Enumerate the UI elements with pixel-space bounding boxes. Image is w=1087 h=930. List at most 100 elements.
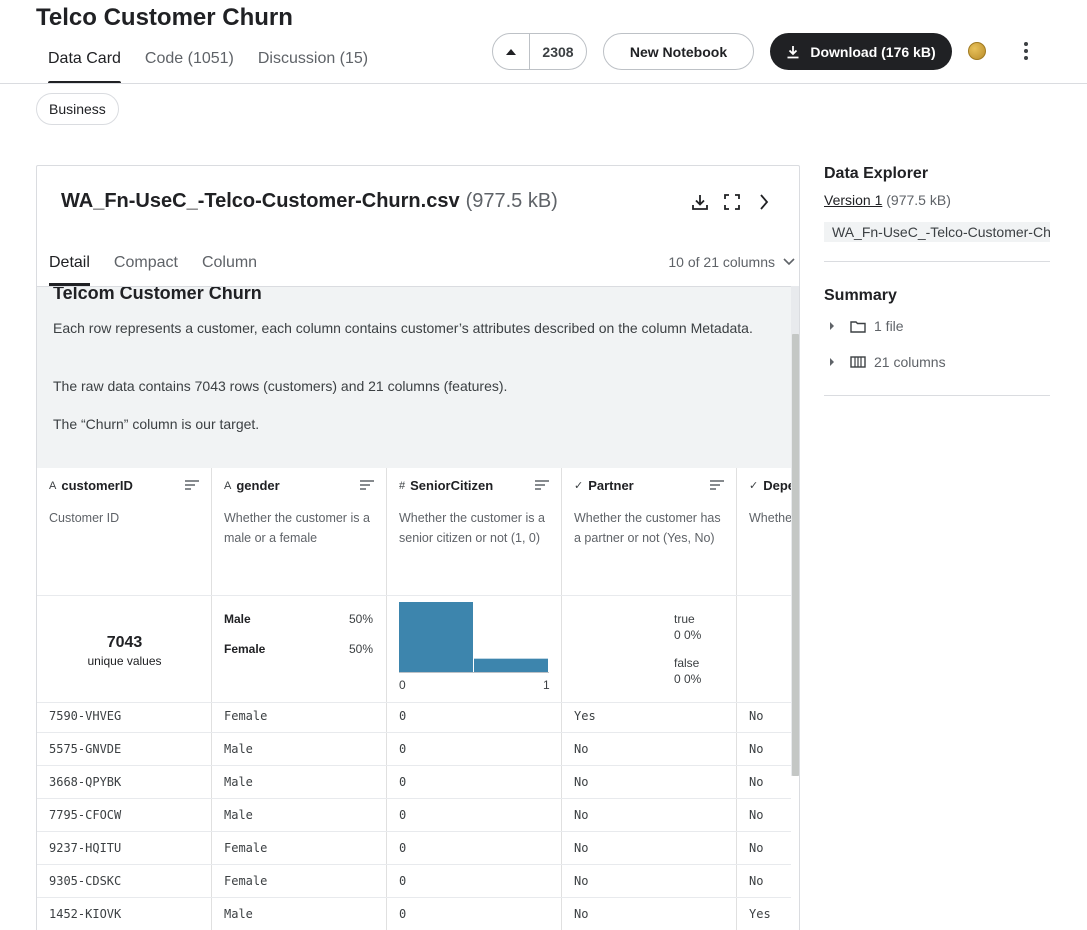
card-actions [691,192,773,212]
false-value: 0 0% [674,672,702,686]
column-dependents: ✓ Depe Whethe has dep (Yes, N [737,468,791,930]
column-description: Customer ID [49,511,120,525]
tag-chip[interactable]: Business [36,93,119,125]
column-name: Partner [588,478,634,493]
boolean-type-icon: ✓ [574,480,584,492]
sort-icon[interactable] [185,480,199,490]
string-type-icon: A [224,479,232,492]
column-description: Whether the customer is a male or a fema… [224,511,370,545]
data-explorer: Data Explorer Version 1 (977.5 kB) WA_Fn… [824,165,1050,396]
more-options-icon[interactable] [1016,40,1036,62]
version-info: Version 1 (977.5 kB) [824,192,1050,208]
category-percent: 50% [349,642,374,656]
header-divider [0,83,1087,84]
vote-count: 2308 [542,43,574,60]
sort-icon[interactable] [535,480,549,490]
download-file-icon[interactable] [691,192,709,212]
version-size: (977.5 kB) [886,192,951,208]
file-description: Telcom Customer Churn Each row represent… [37,286,791,468]
summary-item-columns[interactable]: 21 columns [824,349,1050,375]
histogram-max-label: 1 [543,678,550,692]
fullscreen-icon[interactable] [723,192,741,212]
column-header[interactable]: ✓ Depe [749,478,791,493]
table-cell: 0 [399,775,407,789]
scrollbar-thumb[interactable] [792,334,799,776]
table-cell: 0 [399,841,407,855]
boolean-type-icon: ✓ [749,480,759,492]
table-cell: No [574,907,589,921]
table-cell: No [574,742,589,756]
column-header[interactable]: A customerID [49,478,199,493]
column-seniorcitizen: # SeniorCitizen Whether the customer is … [387,468,562,930]
description-paragraph: The “Churn” column is our target. [53,416,260,432]
tab-data-card[interactable]: Data Card [36,40,133,84]
description-paragraph: Each row represents a customer, each col… [53,320,753,336]
file-title: WA_Fn-UseC_-Telco-Customer-Churn.csv (977… [61,190,558,213]
caret-right-icon [830,358,834,366]
version-link[interactable]: Version 1 [824,192,883,208]
row-divider [37,765,791,766]
table-cell: Male [224,775,253,789]
tab-compact[interactable]: Compact [113,254,178,271]
category-label: Female [224,642,266,656]
string-type-icon: A [49,479,57,492]
chevron-right-icon[interactable] [755,192,773,212]
summary-item-files[interactable]: 1 file [824,313,1050,339]
table-cell: Male [224,808,253,822]
table-cell: 0 [399,874,407,888]
tab-discussion[interactable]: Discussion (15) [257,50,369,67]
main-tabs: Data Card Code (1051) Discussion (15) [36,40,380,84]
table-cell: No [749,841,764,855]
upvote-button[interactable] [493,34,530,69]
arrow-up-icon [506,48,516,55]
row-divider [37,595,791,596]
summary-title: Summary [824,287,897,304]
tab-code[interactable]: Code (1051) [144,50,234,67]
table-cell: 3668-QPYBK [49,775,122,789]
column-name: Depe [763,478,791,493]
table-cell: No [574,775,589,789]
table-cell: No [749,874,764,888]
table-cell: Female [224,709,268,723]
explorer-file-name: WA_Fn-UseC_-Telco-Customer-Churn.csv [832,224,1050,240]
summary-item-label: 1 file [874,318,904,334]
table-cell: 0 [399,709,407,723]
tab-column[interactable]: Column [201,254,258,271]
table-cell: No [749,808,764,822]
row-divider [37,732,791,733]
view-tabs: Detail Compact Column [37,246,269,286]
file-name: WA_Fn-UseC_-Telco-Customer-Churn.csv [61,190,460,212]
columns-icon [850,356,866,368]
column-name: gender [236,478,280,493]
explorer-file-item[interactable]: WA_Fn-UseC_-Telco-Customer-Churn.csv [824,222,1050,242]
false-label: false [674,656,700,670]
histogram-bar[interactable] [399,602,473,672]
column-selector[interactable]: 10 of 21 columns [668,254,795,270]
category-label: Male [224,612,251,626]
tab-detail[interactable]: Detail [37,246,102,286]
description-paragraph: The raw data contains 7043 rows (custome… [53,378,508,394]
column-header[interactable]: # SeniorCitizen [399,478,549,493]
sort-icon[interactable] [360,480,374,490]
table-cell: 5575-GNVDE [49,742,122,756]
new-notebook-button[interactable]: New Notebook [603,33,754,70]
explorer-divider [824,261,1050,262]
column-description: Whethe has dep (Yes, N [749,511,791,525]
table-cell: Female [224,841,268,855]
table-cell: 7795-CFOCW [49,808,122,822]
row-divider [37,864,791,865]
row-divider [37,897,791,898]
column-gender: A gender Whether the customer is a male … [212,468,387,930]
sort-icon[interactable] [710,480,724,490]
column-name: customerID [61,478,133,493]
table-cell: No [749,775,764,789]
download-button[interactable]: Download (176 kB) [770,33,952,70]
column-header[interactable]: ✓ Partner [574,478,724,493]
download-label: Download (176 kB) [810,43,936,60]
table-cell: No [574,808,589,822]
table-cell: 0 [399,907,407,921]
column-name: SeniorCitizen [410,478,494,493]
histogram-bar[interactable] [474,658,548,672]
column-header[interactable]: A gender [224,478,374,493]
download-icon [787,45,799,58]
